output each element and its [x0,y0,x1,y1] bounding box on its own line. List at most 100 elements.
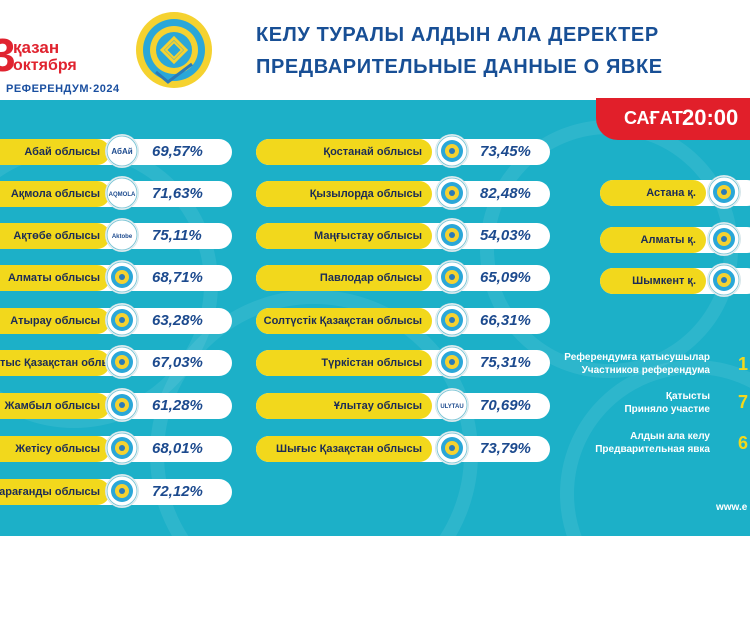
region-row: Шығыс Қазақстан облысы 73,79% [256,432,550,464]
turnout-value: 54,03% [480,227,531,244]
region-name: Жетісу облысы [0,436,110,462]
date-number: 3 [0,29,16,81]
kostanay-emblem-icon [436,135,468,167]
region-name: Атырау облысы [0,308,110,334]
east-kazakhstan-emblem-icon [436,432,468,464]
region-row: Түркістан облысы 75,31% [256,346,550,378]
turnout-value: 72,12% [152,483,203,500]
region-row: Алматы қ. [600,223,750,255]
turnout-value: 68,71% [152,269,203,286]
almaty-city-emblem-icon [708,223,740,255]
turnout-value: 75,31% [480,354,531,371]
title-kz: КЕЛУ ТУРАЛЫ АЛДЫН АЛА ДЕРЕКТЕР [256,24,659,46]
region-row: Жамбыл облысы 61,28% [0,389,232,421]
region-name: Батыс Қазақстан облысы [0,350,110,376]
region-row: Павлодар облысы 65,09% [256,261,550,293]
time-badge: САҒАТ 20:00 [596,98,750,140]
header: 3 қазан октября РЕФЕРЕНДУМ·2024 КЕЛУ ТУР… [0,0,750,100]
turnout-value: 69,57% [152,143,203,160]
region-row: Абай облысы АбАй 69,57% [0,135,232,167]
region-name: Алматы қ. [600,227,706,253]
region-name: Ұлытау облысы [256,393,432,419]
preliminary-turnout-value: 6 [738,433,749,453]
preliminary-turnout-label: Алдын ала келу Предварительная явка [595,431,710,455]
region-name: Абай облысы [0,139,110,165]
turnout-value: 63,28% [152,312,203,329]
region-row: Атырау облысы 63,28% [0,304,232,336]
region-name: Солтүстік Қазақстан облысы [256,308,432,334]
region-name: Жамбыл облысы [0,393,110,419]
website-link[interactable]: www.e [716,502,748,513]
turkistan-emblem-icon [436,346,468,378]
region-row: Астана қ. [600,176,750,208]
region-row: Шымкент қ. [600,264,750,296]
region-row: Маңғыстау облысы 54,03% [256,219,550,251]
region-name: Маңғыстау облысы [256,223,432,249]
zhambyl-emblem-icon [106,389,138,421]
region-name: Қызылорда облысы [256,181,432,207]
turnout-value: 75,11% [152,227,202,244]
region-name: Шығыс Қазақстан облысы [256,436,432,462]
almaty-region-emblem-icon [106,261,138,293]
abai-emblem-icon: АбАй [106,135,138,167]
region-name: Ақмола облысы [0,181,110,207]
region-row: Ақтөбе облысы Aktobe 75,11% [0,219,232,251]
atyrau-emblem-icon [106,304,138,336]
shymkent-emblem-icon [708,264,740,296]
time-value: 20:00 [682,105,739,130]
participants-value: 1 [738,354,749,374]
svg-text:ULYTAU: ULYTAU [440,404,463,410]
akmola-emblem-icon: AQMOLA [106,177,138,209]
turnout-value: 70,69% [480,397,531,414]
election-commission-emblem-icon [136,12,212,88]
pavlodar-emblem-icon [436,261,468,293]
date-month-ru: октября [13,57,77,74]
time-label: САҒАТ [624,108,683,128]
karaganda-emblem-icon [106,475,138,507]
region-row: Солтүстік Қазақстан облысы 66,31% [256,304,550,336]
region-row: Ақмола облысы AQMOLA 71,63% [0,177,232,209]
turnout-value: 68,01% [152,440,203,457]
region-name: Қарағанды облысы [0,479,110,505]
region-name: Түркістан облысы [256,350,432,376]
svg-text:АбАй: АбАй [111,147,132,156]
mangystau-emblem-icon [436,219,468,251]
referendum-label: РЕФЕРЕНДУМ·2024 [6,83,120,95]
region-row: Ұлытау облысы ULYTAU 70,69% [256,389,550,421]
turnout-value: 82,48% [480,185,531,202]
turnout-value: 67,03% [152,354,203,371]
svg-text:Aktobe: Aktobe [112,234,133,240]
participated-label: Қатысты Приняло участие [624,391,710,415]
title-ru: ПРЕДВАРИТЕЛЬНЫЕ ДАННЫЕ О ЯВКЕ [256,56,663,78]
region-name: Қостанай облысы [256,139,432,165]
referendum-logo: 3 қазан октября РЕФЕРЕНДУМ·2024 [0,18,119,95]
turnout-value: 71,63% [152,185,203,202]
participated-value: 7 [738,392,749,412]
aktobe-emblem-icon: Aktobe [106,219,138,251]
zhetisu-emblem-icon [106,432,138,464]
west-kazakhstan-emblem-icon [106,346,138,378]
astana-emblem-icon [708,176,740,208]
kyzylorda-emblem-icon [436,177,468,209]
date-month-kz: қазан [13,38,60,57]
north-kazakhstan-emblem-icon [436,304,468,336]
region-row: Қостанай облысы 73,45% [256,135,550,167]
region-name: Павлодар облысы [256,265,432,291]
region-name: Астана қ. [600,180,706,206]
turnout-value: 73,79% [480,440,531,457]
turnout-value: 65,09% [480,269,531,286]
turnout-value: 61,28% [152,397,203,414]
region-row: Жетісу облысы 68,01% [0,432,232,464]
region-name: Алматы облысы [0,265,110,291]
region-row: Қарағанды облысы 72,12% [0,475,232,507]
turnout-value: 66,31% [480,312,531,329]
region-row: Батыс Қазақстан облысы 67,03% [0,346,232,378]
ulytau-emblem-icon: ULYTAU [436,389,468,421]
region-name: Ақтөбе облысы [0,223,110,249]
svg-text:AQMOLA: AQMOLA [109,192,136,198]
region-name: Шымкент қ. [600,268,706,294]
region-row: Қызылорда облысы 82,48% [256,177,550,209]
turnout-value: 73,45% [480,143,531,160]
participants-label: Референдумға қатысушылар Участников рефер… [564,352,710,376]
region-row: Алматы облысы 68,71% [0,261,232,293]
